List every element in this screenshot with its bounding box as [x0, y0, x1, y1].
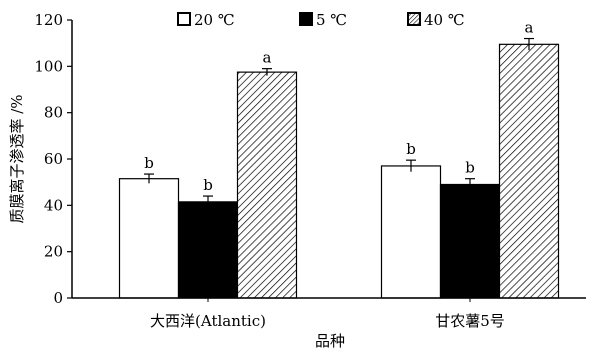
y-axis-title: 质膜离子渗透率 /%	[8, 94, 26, 223]
bar-1-2	[380, 165, 442, 299]
bar-2-1	[177, 201, 239, 299]
significance-letter: b	[406, 140, 416, 158]
y-tick-label: 80	[44, 104, 63, 122]
legend-label-2: 5 ℃	[316, 11, 347, 29]
significance-letter: a	[263, 49, 272, 67]
significance-letter: b	[203, 176, 213, 194]
legend-label-1: 20 ℃	[194, 11, 235, 29]
x-category-label: 大西洋(Atlantic)	[150, 312, 266, 330]
bar-1-1	[118, 178, 180, 299]
legend-swatch-3	[407, 12, 421, 26]
y-tick-label: 40	[44, 196, 63, 214]
y-tick-label: 0	[53, 289, 63, 307]
significance-letter: a	[525, 19, 534, 37]
y-tick-label: 100	[34, 57, 63, 75]
x-axis-title: 品种	[315, 332, 345, 350]
x-category-label: 甘农薯5号	[435, 312, 505, 330]
y-tick-label: 20	[44, 243, 63, 261]
significance-letter: b	[465, 159, 475, 177]
significance-letter: b	[144, 154, 154, 172]
y-tick-label: 120	[34, 11, 63, 29]
legend-swatch-1	[177, 12, 191, 26]
bar-3-2	[498, 43, 560, 299]
bar-3-1	[236, 71, 298, 299]
y-tick-label: 60	[44, 150, 63, 168]
legend-label-3: 40 ℃	[424, 11, 465, 29]
bar-2-2	[439, 183, 501, 299]
legend-swatch-2	[299, 12, 313, 26]
